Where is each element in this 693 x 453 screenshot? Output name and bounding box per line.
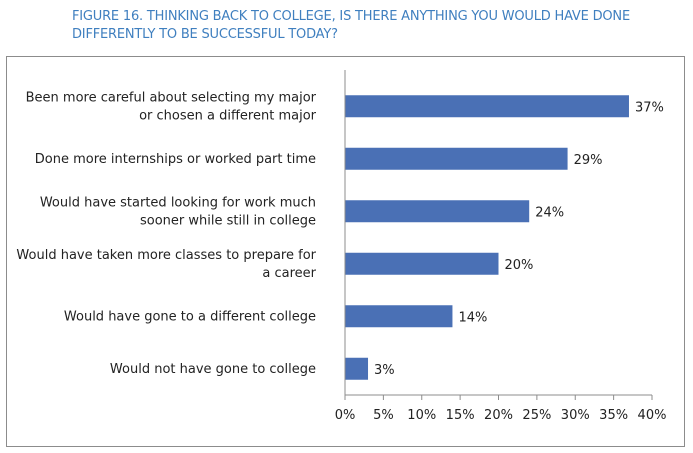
value-label-2: 24% [535, 205, 564, 220]
category-label-4-line-0: Would have gone to a different college [64, 309, 316, 324]
value-label-5: 3% [374, 363, 395, 378]
x-tick-label-5: 25% [522, 408, 551, 423]
x-tick-label-3: 15% [446, 408, 475, 423]
category-labels: Been more careful about selecting my maj… [16, 90, 316, 377]
bar-4 [345, 305, 453, 328]
chart-title-line-1: FIGURE 16. THINKING BACK TO COLLEGE, IS … [72, 9, 630, 24]
bars-group [345, 95, 629, 380]
category-label-2-line-1: sooner while still in college [140, 213, 316, 228]
value-labels: 37% 29% 24% 20% 14% 3% [374, 100, 664, 378]
value-label-3: 20% [505, 258, 534, 273]
x-tick-label-0: 0% [335, 408, 356, 423]
x-tick-label-8: 40% [638, 408, 667, 423]
chart-title-line-2: DIFFERENTLY TO BE SUCCESSFUL TODAY? [72, 27, 338, 42]
x-axis: 0% 5% 10% 15% 20% 25% 30% 35% 40% [335, 70, 667, 423]
x-tick-label-2: 10% [407, 408, 436, 423]
bar-2 [345, 200, 530, 223]
category-label-5-line-0: Would not have gone to college [110, 362, 316, 377]
category-label-2-line-0: Would have started looking for work much [40, 195, 316, 210]
category-label-1-line-0: Done more internships or worked part tim… [35, 152, 316, 167]
bar-5 [345, 357, 369, 380]
category-label-0-line-0: Been more careful about selecting my maj… [26, 90, 317, 105]
category-label-0-line-1: or chosen a different major [139, 108, 317, 123]
x-tick-label-4: 20% [484, 408, 513, 423]
x-tick-label-1: 5% [373, 408, 394, 423]
value-label-0: 37% [635, 100, 664, 115]
value-label-4: 14% [458, 310, 487, 325]
chart-frame [6, 56, 685, 447]
bar-3 [345, 252, 499, 275]
chart-title: FIGURE 16. THINKING BACK TO COLLEGE, IS … [72, 8, 682, 44]
bar-0 [345, 95, 629, 118]
x-tick-label-6: 30% [561, 408, 590, 423]
bar-1 [345, 147, 568, 170]
category-label-3-line-1: a career [262, 266, 316, 281]
x-tick-label-7: 35% [599, 408, 628, 423]
category-label-3-line-0: Would have taken more classes to prepare… [16, 248, 316, 263]
value-label-1: 29% [574, 153, 603, 168]
